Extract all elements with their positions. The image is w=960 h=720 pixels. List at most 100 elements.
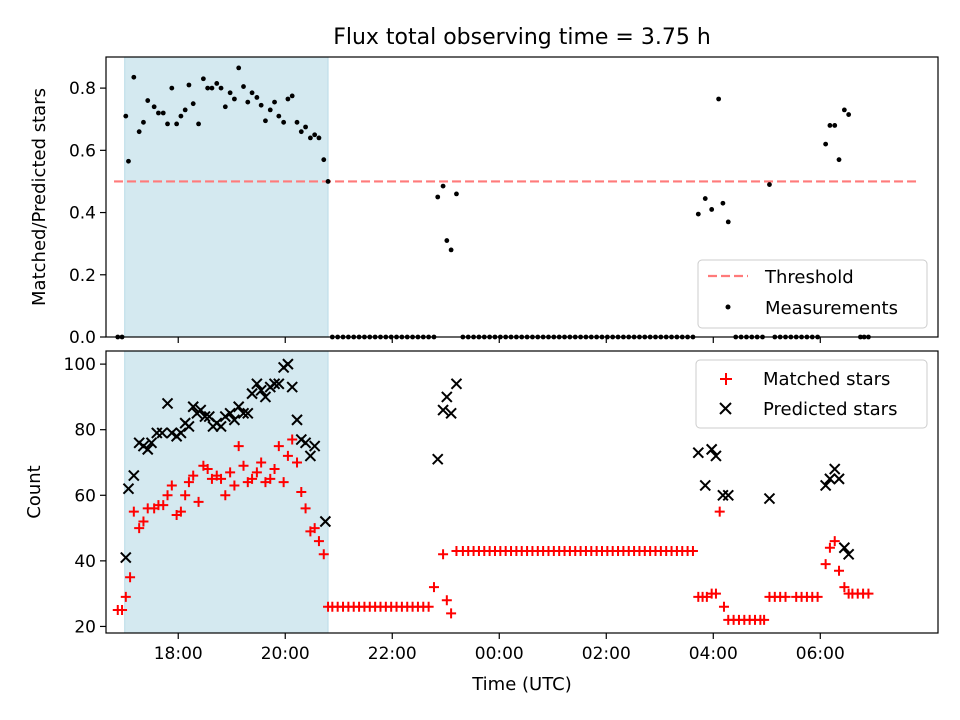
predicted-star-point: [215, 420, 227, 433]
x-tick-label: 20:00: [261, 644, 310, 664]
predicted-star-point: [246, 387, 258, 400]
y-tick-label: 60: [74, 486, 96, 506]
measurement-point: [709, 207, 715, 212]
predicted-star-point: [142, 443, 154, 456]
y-tick-label: 0.8: [69, 79, 96, 99]
matched-star-point: [158, 500, 169, 511]
matched-star-point: [247, 473, 258, 484]
matched-star-point: [438, 549, 449, 560]
matched-star-point: [166, 480, 177, 491]
predicted-star-point: [432, 453, 444, 465]
ratio-marks: [114, 65, 917, 340]
predicted-star-point: [145, 437, 158, 449]
measurement-point: [126, 158, 131, 164]
matched-star-point: [839, 582, 850, 593]
measurement-point: [186, 82, 192, 88]
top-legend: Threshold Measurements: [697, 259, 928, 329]
measurement-point: [254, 95, 260, 100]
measurement-point: [827, 123, 833, 128]
y-tick-label: 20: [74, 617, 96, 637]
measurement-point: [200, 76, 206, 82]
predicted-star-point: [259, 391, 272, 403]
measurement-point: [841, 107, 847, 113]
matched-star-point: [296, 487, 307, 497]
measurement-point: [285, 96, 291, 102]
y-tick-label: 0.0: [69, 328, 96, 348]
legend-predicted-swatch: [719, 402, 732, 415]
panel-counts: 20 40 60 80 100 18:00 20:00 22:00 00:00 02:00 04:…: [24, 350, 939, 695]
predicted-star-point: [692, 446, 705, 459]
measurement-point: [151, 104, 157, 110]
measurement-point: [165, 121, 170, 127]
predicted-star-point: [304, 450, 317, 462]
matched-star-point: [834, 565, 845, 576]
predicted-star-point: [282, 358, 294, 370]
matched-star-point: [824, 542, 835, 553]
predicted-star-point: [161, 397, 174, 410]
x-tick-label: 18:00: [154, 644, 203, 664]
matched-star-point: [134, 523, 145, 534]
measurement-point: [767, 182, 772, 187]
predicted-star-point: [286, 381, 298, 393]
predicted-star-point: [699, 479, 711, 492]
matched-star-point: [313, 536, 324, 547]
matched-star-point: [193, 496, 204, 507]
top-x-axis: [177, 337, 821, 343]
measurement-point: [444, 238, 450, 243]
predicted-star-point: [194, 404, 207, 416]
bottom-y-axis-label: Count: [24, 465, 45, 518]
legend-measurements-swatch: [725, 304, 731, 310]
matched-star-point: [216, 473, 227, 484]
measurement-point: [325, 179, 331, 184]
predicted-star-point: [199, 410, 211, 423]
matched-star-point: [233, 441, 244, 452]
measurement-point: [205, 85, 211, 91]
count-marks: [112, 358, 874, 625]
matched-star-point: [138, 516, 149, 527]
measurement-point: [316, 135, 322, 141]
predicted-star-point: [308, 440, 321, 452]
measurement-point: [303, 124, 308, 130]
measurement-point: [312, 132, 318, 138]
measurement-point: [263, 118, 268, 124]
predicted-star-point: [829, 463, 841, 475]
matched-star-point: [256, 457, 267, 468]
predicted-star-point: [128, 469, 140, 482]
measurement-point: [141, 119, 146, 125]
predicted-star-point: [251, 378, 263, 390]
matched-star-point: [282, 450, 293, 461]
measurement-point: [276, 113, 282, 119]
measurement-point: [720, 200, 726, 206]
measurement-point: [190, 101, 196, 107]
matched-star-point: [229, 480, 240, 491]
measurement-point: [832, 123, 838, 128]
matched-star-point: [714, 506, 725, 517]
legend-measurements-label: Measurements: [765, 298, 898, 319]
x-tick-label: 02:00: [582, 644, 631, 664]
predicted-star-point: [842, 548, 855, 561]
legend-matched-swatch: [720, 373, 732, 385]
top-y-axis: 0.0 0.2 0.4 0.6 0.8: [69, 79, 106, 348]
predicted-star-point: [291, 414, 303, 426]
measurement-point: [178, 113, 184, 119]
y-tick-label: 0.6: [69, 141, 96, 161]
measurement-point: [241, 84, 246, 89]
matched-star-point: [125, 572, 136, 583]
measurement-point: [836, 157, 842, 163]
y-tick-label: 0.2: [69, 266, 96, 286]
measurement-point: [131, 74, 137, 80]
matched-star-point: [687, 546, 698, 557]
matched-star-point: [292, 457, 303, 468]
measurement-point: [307, 135, 313, 141]
matched-star-point: [269, 464, 280, 475]
predicted-star-point: [232, 401, 245, 413]
bottom-legend-box: [695, 359, 928, 429]
measurement-point: [846, 112, 852, 117]
predicted-star-point: [838, 542, 851, 554]
matched-star-point: [175, 506, 186, 517]
predicted-star-point: [166, 427, 178, 439]
predicted-star-point: [705, 443, 718, 456]
matched-star-point: [273, 441, 284, 452]
measurement-point: [160, 110, 166, 116]
